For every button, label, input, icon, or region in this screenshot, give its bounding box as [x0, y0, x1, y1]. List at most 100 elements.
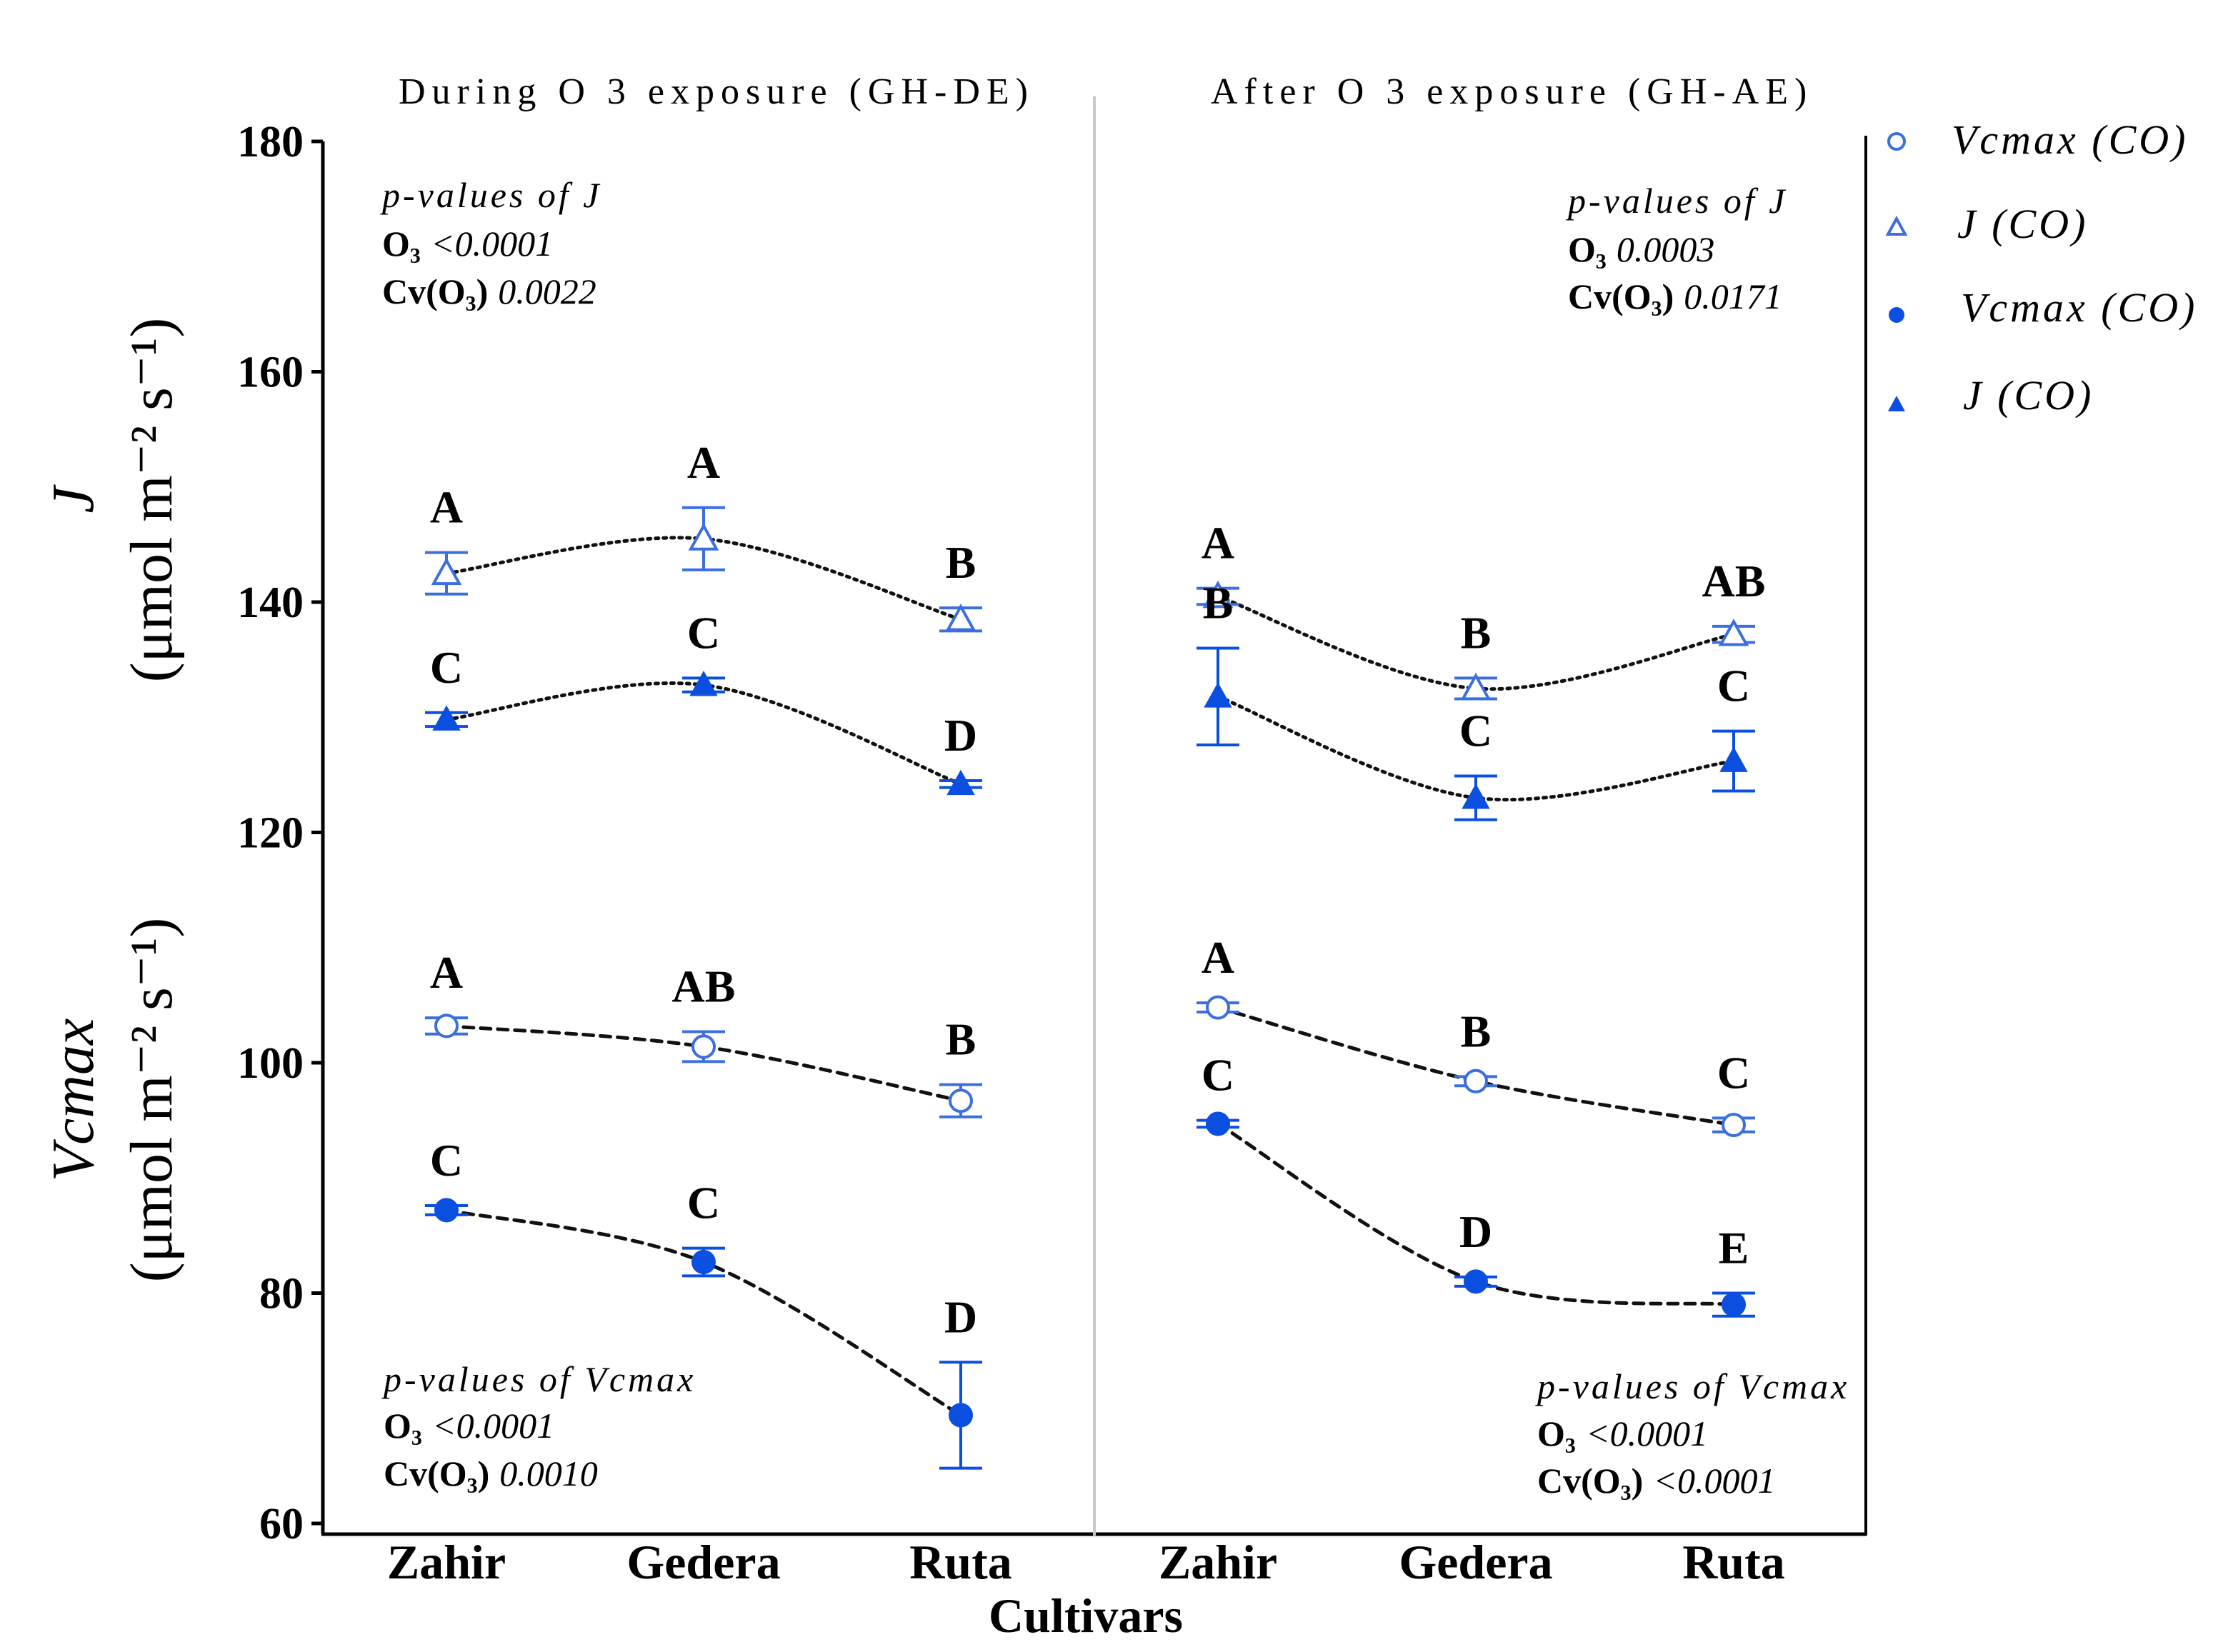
significance-letter: D — [1459, 1206, 1492, 1257]
pvalues-head: p-values of J — [380, 175, 601, 215]
marker-open-triangle — [688, 523, 719, 551]
marker-filled-circle — [1206, 1111, 1230, 1136]
significance-letter: C — [1717, 661, 1750, 711]
legend-label-2: J (CO) — [1957, 201, 2088, 247]
marker-open-circle — [434, 1013, 459, 1038]
significance-letter: C — [430, 642, 463, 693]
pvalues-after-j: p-values of J O₃ 0.0003 Cv(O₃) 0.0171 — [1566, 181, 1787, 316]
significance-letter: A — [687, 437, 720, 488]
marker-open-circle — [691, 1034, 716, 1059]
legend-label-1: Vcmax (CO) — [1952, 116, 2189, 163]
legend-marker-open-circle — [1887, 132, 1906, 151]
y-axis-title-top: J (μmol m⁻² s⁻¹) — [40, 318, 185, 683]
marker-open-triangle — [945, 604, 976, 631]
marker-open-circle — [1464, 1068, 1488, 1093]
marker-filled-triangle — [1719, 746, 1748, 772]
pvalues-o3: O₃ <0.0001 — [384, 1406, 554, 1446]
significance-letter: E — [1719, 1223, 1749, 1273]
significance-letter: AB — [672, 961, 736, 1011]
legend-label-3: Vcmax (CO) — [1961, 284, 2198, 331]
marker-filled-circle — [1722, 1292, 1746, 1317]
marker-filled-circle — [691, 1249, 716, 1274]
significance-letter: D — [944, 710, 977, 761]
legend: Vcmax (CO) J (CO) Vcmax (CO) J (CO) — [1885, 116, 2198, 419]
fit-lines — [444, 536, 1736, 1417]
marker-filled-triangle — [1204, 682, 1232, 708]
y-tick-label: 100 — [237, 1039, 304, 1088]
pvalues-during-vcmax: p-values of Vcmax O₃ <0.0001 Cv(O₃) 0.0010 — [381, 1359, 696, 1493]
marker-open-circle — [1722, 1113, 1746, 1138]
significance-letter: B — [1461, 607, 1492, 658]
significance-letter: AB — [1702, 556, 1766, 606]
x-axis-title: Cultivars — [989, 1588, 1183, 1643]
y-axis-title-bottom: Vcmax (μmol m⁻² s⁻¹) — [40, 918, 185, 1283]
legend-label-4: J (CO) — [1963, 372, 2094, 419]
pvalues-during-j: p-values of J O₃ <0.0001 Cv(O₃) 0.0022 — [380, 175, 601, 311]
x-tick-label: Zahir — [1159, 1535, 1277, 1589]
legend-marker-open-triangle — [1885, 215, 1908, 236]
y-tick-label: 60 — [259, 1500, 304, 1548]
x-tick-label: Zahir — [387, 1535, 506, 1589]
pvalues-o3: O₃ <0.0001 — [1537, 1413, 1708, 1453]
significance-letter: B — [1461, 1006, 1492, 1056]
marker-open-triangle — [1718, 619, 1749, 646]
significance-letter: A — [430, 947, 463, 998]
marker-filled-triangle — [432, 705, 461, 731]
marker-filled-circle — [434, 1198, 459, 1223]
marker-filled-triangle — [946, 769, 975, 796]
x-tick-label: Gedera — [1399, 1535, 1552, 1589]
y-tick-label: 160 — [237, 349, 304, 397]
significance-letter: A — [1202, 518, 1234, 569]
y-axis-unit-top: (μmol m⁻² s⁻¹) — [119, 318, 185, 683]
marker-open-triangle — [431, 557, 462, 586]
significance-letter: C — [687, 1178, 720, 1228]
pvalues-after-vcmax: p-values of Vcmax O₃ <0.0001 Cv(O₃) <0.000… — [1535, 1366, 1849, 1501]
significance-letter: A — [1202, 932, 1234, 983]
y-axis-symbol-j: J — [40, 484, 106, 514]
x-categories: Zahir Gedera Ruta Zahir Gedera Ruta — [387, 1535, 1785, 1589]
pvalues-head: p-values of Vcmax — [1535, 1366, 1849, 1406]
legend-marker-filled-triangle — [1888, 396, 1905, 411]
marker-open-triangle — [1460, 672, 1492, 701]
y-tick-label: 120 — [237, 809, 304, 858]
significance-letter: D — [944, 1291, 977, 1342]
fit-line — [444, 681, 963, 786]
pvalues-o3: O₃ <0.0001 — [382, 224, 553, 264]
marker-filled-triangle — [1462, 784, 1490, 809]
marker-open-circle — [949, 1088, 973, 1113]
significance-letter: C — [1202, 1050, 1234, 1101]
legend-marker-filled-circle — [1889, 307, 1904, 323]
pvalues-head: p-values of J — [1566, 181, 1787, 221]
x-tick-label: Ruta — [1682, 1535, 1785, 1589]
marker-open-triangle — [1202, 580, 1234, 609]
pvalues-cv: Cv(O₃) 0.0171 — [1568, 276, 1782, 316]
y-axis-unit-bottom: (μmol m⁻² s⁻¹) — [119, 918, 185, 1283]
y-tick-label: 80 — [259, 1270, 304, 1318]
y-ticks: 60 80 100 120 140 160 180 — [237, 118, 323, 1548]
x-tick-label: Gedera — [626, 1535, 780, 1589]
y-tick-label: 140 — [237, 579, 304, 627]
marker-open-circle — [1206, 995, 1230, 1020]
pvalues-o3: O₃ 0.0003 — [1568, 229, 1714, 269]
pvalues-cv: Cv(O₃) 0.0010 — [384, 1453, 598, 1493]
y-axis-symbol-vcmax: Vcmax — [40, 1018, 106, 1182]
significance-letter: C — [430, 1135, 463, 1186]
marker-filled-circle — [1464, 1269, 1488, 1294]
panel-title-after: After O 3 exposure (GH-AE) — [1211, 71, 1813, 112]
significance-letter: C — [687, 607, 720, 658]
significance-letter: C — [1717, 1047, 1750, 1098]
marker-filled-triangle — [689, 671, 718, 696]
significance-letter: B — [946, 1014, 976, 1065]
y-tick-label: 180 — [237, 118, 304, 166]
significance-letter: A — [430, 482, 463, 533]
significance-letter: B — [946, 537, 976, 588]
x-tick-label: Ruta — [909, 1535, 1012, 1589]
panel-title-during: During O 3 exposure (GH-DE) — [399, 71, 1034, 112]
marker-filled-circle — [949, 1403, 973, 1428]
significance-letter: B — [1203, 578, 1234, 629]
pvalues-cv: Cv(O₃) 0.0022 — [382, 271, 596, 311]
pvalues-cv: Cv(O₃) <0.0001 — [1537, 1461, 1776, 1501]
pvalues-head: p-values of Vcmax — [381, 1359, 696, 1399]
